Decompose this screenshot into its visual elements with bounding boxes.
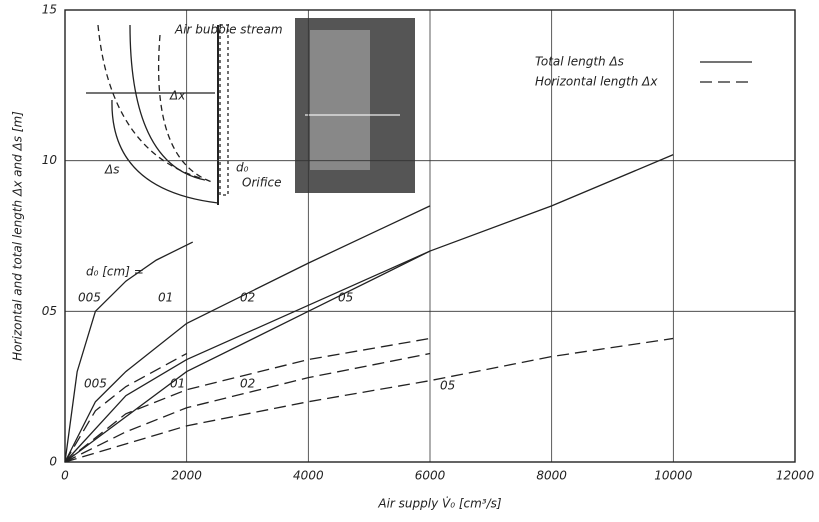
y-tick-label: 10 xyxy=(42,153,58,167)
curve-label: 01 xyxy=(170,377,185,391)
y-axis-label: Horizontal and total length Δx and Δs [m… xyxy=(11,111,25,361)
curve-label: 02 xyxy=(240,291,255,305)
curve-label: 005 xyxy=(84,377,107,391)
x-axis-label: Air supply V̇₀ [cm³/s] xyxy=(377,496,502,510)
chart: Air bubble stream Δx Δs d₀ Orifice d₀ [c… xyxy=(0,0,819,522)
curve-label: 05 xyxy=(440,379,455,393)
x-tick-label: 10000 xyxy=(654,469,693,483)
x-tick-label: 2000 xyxy=(171,469,202,483)
inset-label: d₀ xyxy=(236,161,249,175)
curve-label: 005 xyxy=(78,291,101,305)
legend-label: Horizontal length Δx xyxy=(535,75,658,89)
curve-key: d₀ [cm] = xyxy=(86,265,144,279)
inset-label: Δs xyxy=(104,163,119,177)
x-tick-label: 8000 xyxy=(536,469,567,483)
inset-label: Orifice xyxy=(242,176,281,190)
curve-label: 01 xyxy=(158,291,173,305)
data-line xyxy=(65,155,673,462)
curve-label: 05 xyxy=(338,291,353,305)
y-tick-label: 05 xyxy=(42,304,57,318)
data-line xyxy=(65,338,673,462)
legend-label: Total length Δs xyxy=(535,55,624,69)
y-tick-label: 0 xyxy=(49,455,57,469)
y-tick-label: 15 xyxy=(42,3,57,17)
data-line xyxy=(65,251,430,462)
x-tick-label: 6000 xyxy=(415,469,446,483)
x-tick-label: 0 xyxy=(61,469,69,483)
x-tick-label: 4000 xyxy=(293,469,324,483)
inset-label: Δx xyxy=(169,89,186,103)
inset-label: Air bubble stream xyxy=(174,23,283,37)
data-line xyxy=(65,338,430,462)
data-line xyxy=(65,206,430,462)
x-tick-label: 12000 xyxy=(776,469,815,483)
curve-label: 02 xyxy=(240,377,255,391)
